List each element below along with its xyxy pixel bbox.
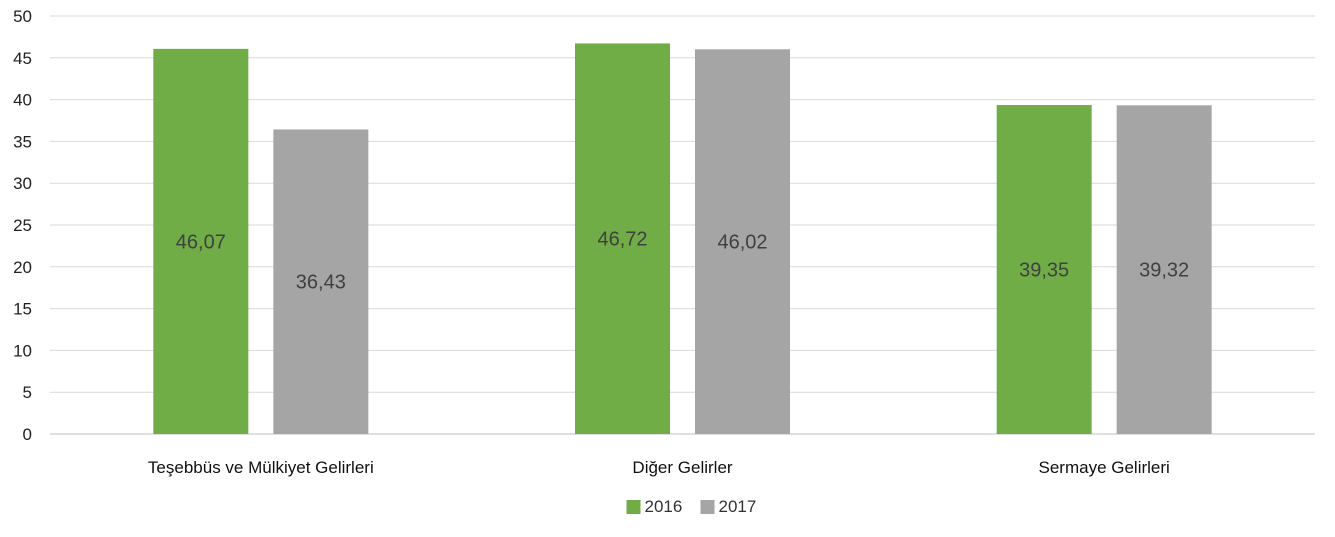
gridlines — [50, 15, 1315, 435]
bar-2016-2 — [575, 43, 670, 434]
bars — [153, 43, 1212, 435]
bar-2017-3 — [1116, 105, 1212, 435]
data-label: 46,72 — [597, 229, 647, 251]
legend-swatch-2016 — [626, 500, 641, 514]
data-labels: 46,07 36,43 46,72 46,02 39,35 39,32 — [176, 229, 1189, 294]
legend: 2016 2017 — [626, 497, 757, 516]
bar-2017-2 — [695, 49, 790, 435]
bar-2017-1 — [273, 129, 369, 435]
y-tick-label: 25 — [13, 216, 32, 235]
bar-2016-3 — [996, 105, 1092, 434]
legend-label: 2017 — [719, 497, 757, 516]
y-axis-ticks: 0 5 10 15 20 25 30 35 40 45 50 — [13, 7, 32, 444]
x-category-label: Sermaye Gelirleri — [1039, 458, 1170, 477]
y-tick-label: 30 — [13, 174, 32, 193]
y-tick-label: 0 — [23, 425, 32, 444]
y-tick-label: 40 — [13, 91, 32, 110]
data-label: 39,35 — [1019, 260, 1069, 282]
y-tick-label: 50 — [13, 7, 32, 26]
x-category-label: Teşebbüs ve Mülkiyet Gelirleri — [148, 458, 374, 477]
legend-swatch-2017 — [700, 500, 715, 514]
y-tick-label: 5 — [23, 383, 32, 402]
y-tick-label: 35 — [13, 132, 32, 151]
bar-2016-1 — [153, 48, 249, 435]
y-tick-label: 45 — [13, 49, 32, 68]
x-category-label: Diğer Gelirler — [632, 458, 732, 477]
data-label: 46,02 — [717, 232, 767, 254]
data-label: 39,32 — [1139, 260, 1189, 282]
y-tick-label: 15 — [13, 300, 32, 319]
y-tick-label: 20 — [13, 258, 32, 277]
legend-label: 2016 — [645, 497, 683, 516]
data-label: 36,43 — [296, 272, 346, 294]
data-label: 46,07 — [176, 231, 226, 253]
y-tick-label: 10 — [13, 341, 32, 360]
x-axis-categories: Teşebbüs ve Mülkiyet Gelirleri Diğer Geli… — [148, 458, 1170, 477]
